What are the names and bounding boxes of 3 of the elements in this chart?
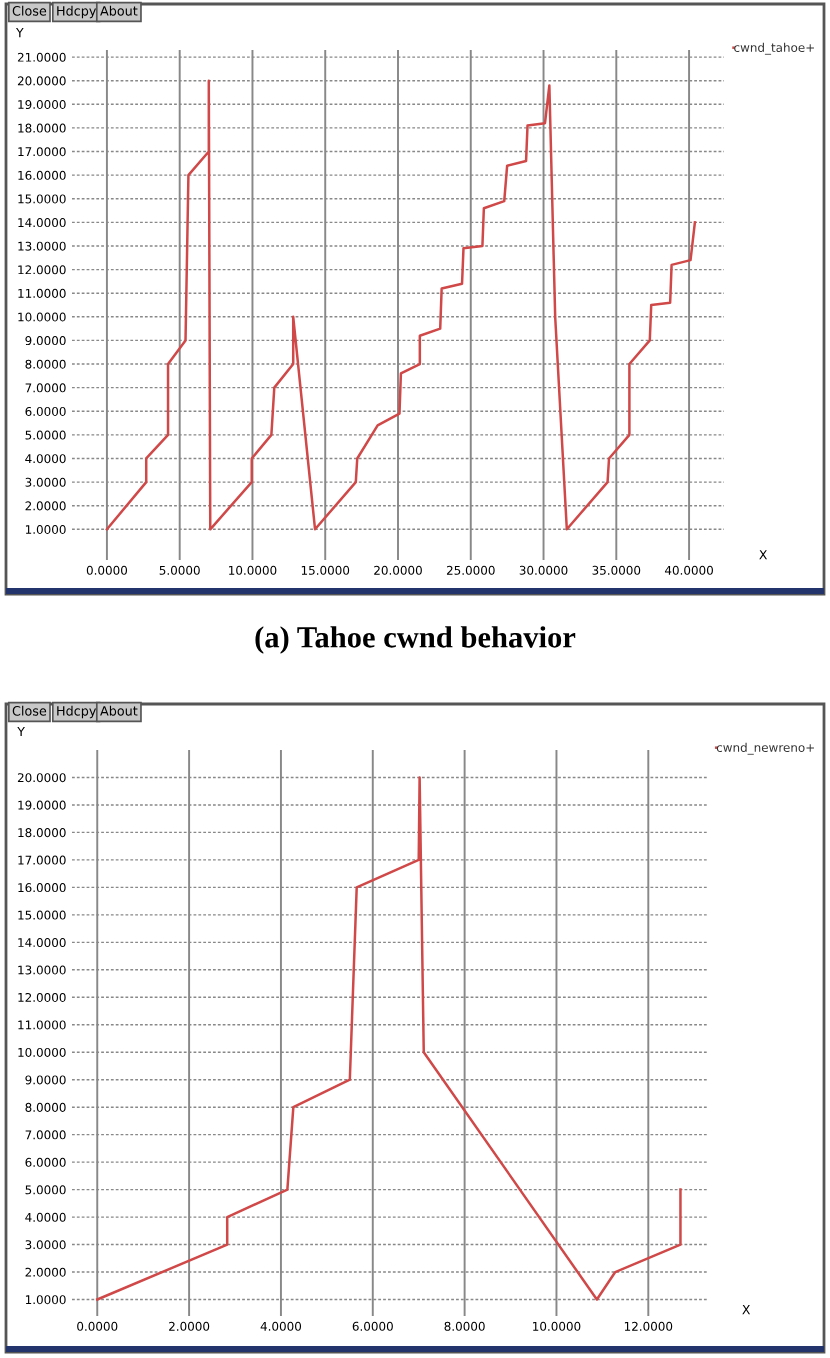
line-series xyxy=(105,79,697,531)
text: (a) Tahoe cwnd behavior xyxy=(255,626,576,654)
line-series xyxy=(96,776,682,1301)
